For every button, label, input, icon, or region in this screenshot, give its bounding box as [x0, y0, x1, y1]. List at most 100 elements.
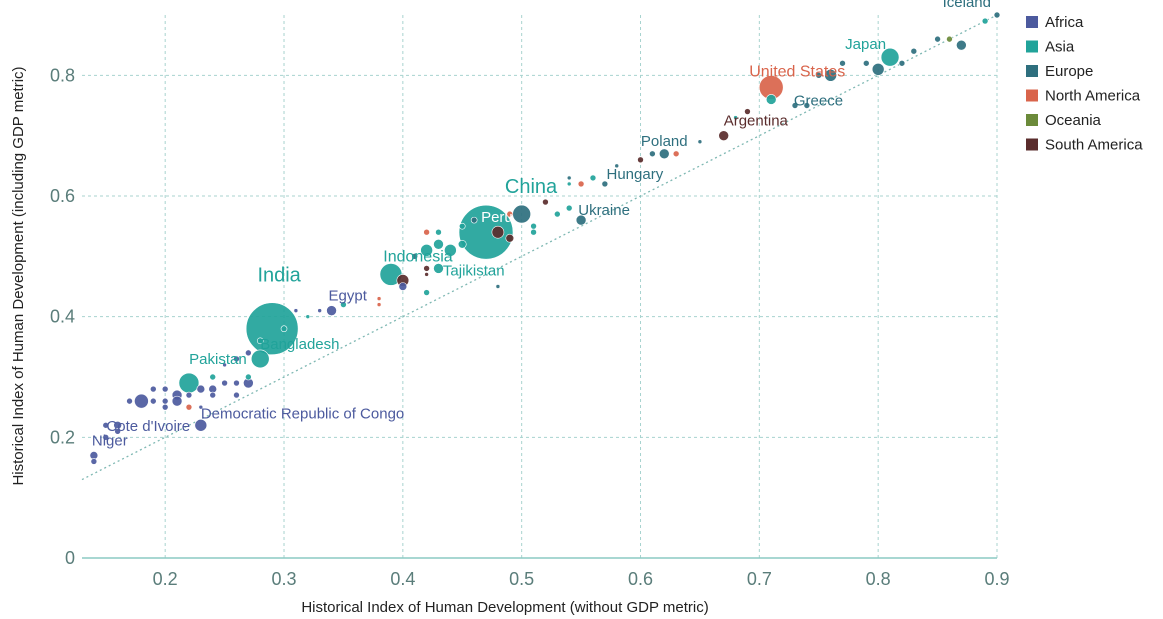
- x-tick-label: 0.3: [271, 569, 296, 589]
- x-tick-label: 0.4: [390, 569, 415, 589]
- data-point: [956, 39, 967, 51]
- legend-swatch: [1026, 114, 1038, 126]
- x-tick-label: 0.8: [866, 569, 891, 589]
- legend-label: Asia: [1045, 39, 1075, 56]
- data-point: [697, 139, 703, 144]
- legend-label: Africa: [1045, 14, 1084, 31]
- data-point: [149, 397, 157, 405]
- data-point: [981, 17, 989, 25]
- data-point: [280, 325, 288, 333]
- data-point: [458, 222, 466, 230]
- point-label: Peru: [481, 209, 513, 226]
- data-point: [791, 102, 799, 109]
- data-point: [233, 355, 240, 363]
- data-point: [554, 210, 561, 218]
- legend-label: South America: [1045, 137, 1143, 154]
- data-point: [491, 225, 505, 239]
- data-point: [566, 181, 572, 187]
- point-label: Bangladesh: [260, 336, 339, 353]
- data-point: [317, 308, 322, 313]
- point-label: Pakistan: [189, 351, 247, 368]
- data-point: [577, 180, 585, 188]
- data-point: [744, 108, 751, 115]
- data-point: [398, 282, 408, 291]
- y-tick-label: 0.8: [50, 65, 75, 85]
- data-point: [718, 130, 729, 141]
- data-point: [185, 403, 193, 411]
- y-tick-label: 0: [65, 548, 75, 568]
- data-point: [575, 214, 587, 226]
- data-point: [424, 272, 429, 277]
- point-label: Egypt: [329, 288, 368, 305]
- point-label: Democratic Republic of Congo: [201, 405, 404, 422]
- data-point: [376, 296, 382, 301]
- data-point: [420, 244, 433, 257]
- data-point: [114, 427, 121, 435]
- data-point: [233, 391, 240, 399]
- x-axis-label: Historical Index of Human Development (w…: [301, 599, 708, 616]
- data-point: [824, 69, 837, 82]
- data-point: [871, 63, 885, 76]
- data-point: [495, 284, 501, 289]
- point-label: India: [257, 265, 301, 287]
- data-point: [910, 47, 918, 55]
- data-point: [90, 458, 98, 465]
- data-point: [530, 222, 537, 230]
- data-point: [256, 337, 264, 345]
- data-point: [245, 349, 252, 357]
- data-point: [934, 35, 941, 43]
- data-point: [161, 403, 169, 411]
- point-label: Ukraine: [578, 202, 630, 219]
- data-point: [376, 302, 382, 307]
- data-point: [993, 11, 1001, 19]
- data-point: [134, 393, 149, 409]
- data-point: [542, 198, 549, 206]
- y-axis-label: Historical Index of Human Development (i…: [10, 66, 27, 485]
- data-point: [637, 156, 644, 164]
- data-point: [733, 115, 738, 120]
- data-point: [245, 373, 252, 381]
- point-label: Indonesia: [383, 248, 452, 265]
- data-points: [89, 11, 1001, 465]
- legend-swatch: [1026, 40, 1038, 53]
- data-point: [250, 349, 270, 369]
- data-point: [505, 233, 515, 243]
- data-point: [862, 59, 870, 67]
- y-tick-label: 0.2: [50, 427, 75, 447]
- legend-swatch: [1026, 16, 1038, 28]
- data-point: [435, 228, 442, 236]
- legend-label: Oceania: [1045, 112, 1102, 129]
- data-point: [326, 305, 337, 316]
- data-point: [178, 372, 200, 394]
- legend-swatch: [1026, 65, 1038, 77]
- legend-label: Europe: [1045, 63, 1093, 80]
- reference-diagonal: [81, 14, 998, 481]
- point-label: Niger: [92, 432, 128, 449]
- point-label: Greece: [794, 92, 843, 109]
- data-point: [565, 204, 573, 212]
- point-label: Argentina: [724, 113, 789, 130]
- data-point: [444, 244, 457, 257]
- point-label: China: [505, 176, 558, 198]
- data-point: [222, 362, 227, 368]
- legend-label: North America: [1045, 88, 1141, 105]
- point-label: Iceland: [943, 0, 991, 11]
- data-point: [530, 228, 537, 236]
- tick-labels: 0.2 0.3 0.4 0.5 0.6 0.7 0.8 0.9 0 0.2 0.4 0.6 0.8: [50, 65, 1010, 589]
- data-point: [102, 434, 110, 441]
- data-point: [658, 148, 670, 160]
- data-point: [423, 289, 430, 296]
- data-point: [457, 239, 467, 249]
- legend-swatch: [1026, 89, 1038, 102]
- data-point: [589, 174, 597, 182]
- x-tick-label: 0.7: [747, 569, 772, 589]
- data-point: [898, 59, 906, 67]
- grid: [82, 15, 998, 558]
- y-tick-label: 0.6: [50, 186, 75, 206]
- data-point: [411, 253, 419, 260]
- data-point: [880, 47, 900, 67]
- x-tick-label: 0.5: [509, 569, 534, 589]
- data-point: [815, 72, 823, 79]
